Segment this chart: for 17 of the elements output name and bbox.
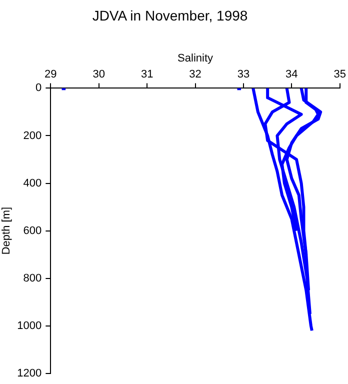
y-tick-label: 0 bbox=[36, 82, 42, 94]
y-tick-label: 600 bbox=[23, 224, 42, 237]
y-tick-label: 800 bbox=[23, 272, 42, 284]
y-axis-title: Depth [m] bbox=[0, 206, 13, 255]
x-tick-label: 34 bbox=[286, 68, 298, 81]
y-tick-label: 1000 bbox=[17, 320, 42, 332]
chart-title: JDVA in November, 1998 bbox=[92, 7, 248, 24]
x-tick-label: 29 bbox=[44, 68, 57, 81]
x-tick-label: 32 bbox=[189, 68, 202, 81]
x-tick-label: 35 bbox=[334, 68, 346, 81]
x-tick-label: 31 bbox=[140, 68, 154, 81]
y-tick-label: 400 bbox=[23, 177, 42, 190]
y-tick-label: 1200 bbox=[17, 367, 42, 380]
x-tick-label: 33 bbox=[237, 68, 250, 81]
y-tick-label: 200 bbox=[23, 130, 42, 142]
x-tick-label: 30 bbox=[92, 68, 105, 81]
x-axis-title: Salinity bbox=[178, 52, 214, 64]
